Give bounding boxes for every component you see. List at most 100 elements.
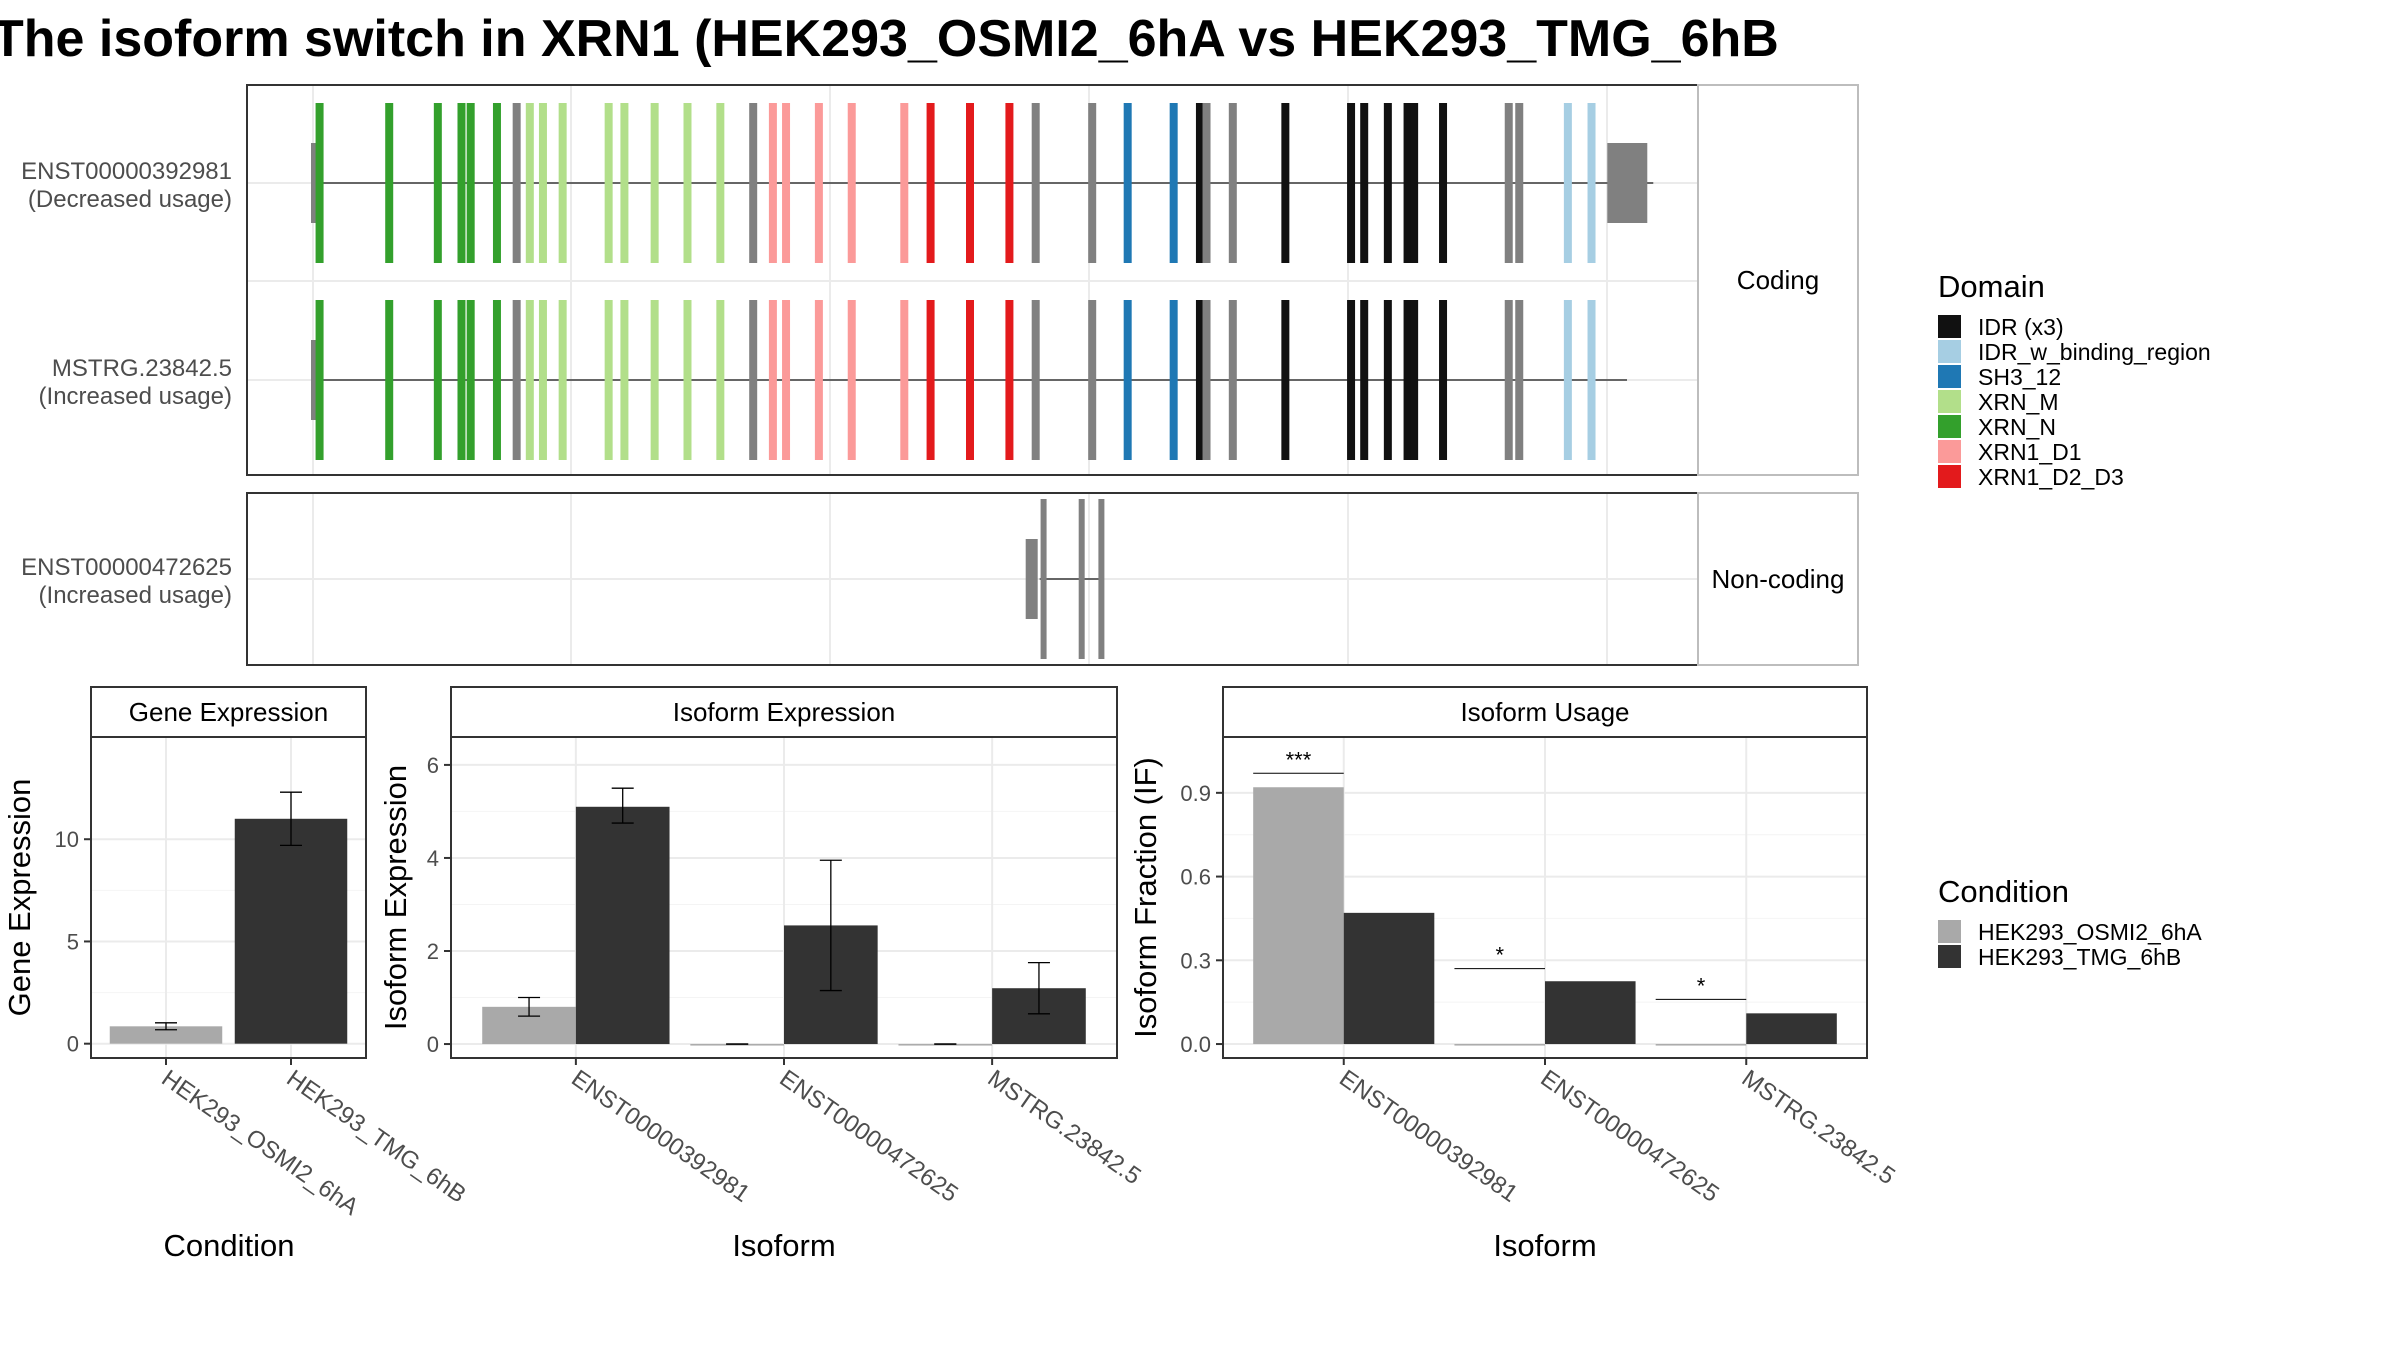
exon-block — [1403, 300, 1412, 460]
exon-block — [1123, 300, 1132, 460]
legend-title: Condition — [1938, 874, 2069, 909]
exon-block — [1347, 103, 1356, 263]
exon-block — [538, 300, 547, 460]
exon-block — [1228, 103, 1237, 263]
legend-item-label: SH3_12 — [1978, 364, 2061, 390]
x-tick-label: ENST00000472625 — [1536, 1065, 1724, 1208]
exon-block — [1123, 103, 1132, 263]
facet-strip — [1697, 492, 1859, 666]
exon-block — [683, 103, 692, 263]
exon-block — [1281, 103, 1290, 263]
exon-block — [512, 103, 521, 263]
utr-box — [1607, 143, 1648, 223]
exon-block — [1195, 103, 1204, 263]
x-axis-title: Isoform — [732, 1228, 835, 1263]
y-tick-label: 4 — [427, 846, 439, 871]
significance-label: *** — [1286, 747, 1312, 772]
y-axis-title: Isoform Fraction (IF) — [1128, 757, 1163, 1038]
exon-block — [512, 300, 521, 460]
legend-item-label: HEK293_OSMI2_6hA — [1978, 919, 2202, 945]
y-tick-label: 6 — [427, 753, 439, 778]
exon-block — [1088, 300, 1097, 460]
exon-block — [1228, 300, 1237, 460]
exon-block — [620, 300, 629, 460]
exon-block — [847, 103, 856, 263]
exon-block — [1202, 103, 1211, 263]
legend-item-label: IDR (x3) — [1978, 314, 2064, 340]
exon-block — [466, 103, 475, 263]
legend-swatch — [1938, 315, 1961, 338]
exon-block — [683, 300, 692, 460]
exon-block — [768, 103, 777, 263]
exon-block — [1202, 300, 1211, 460]
exon-block — [1515, 300, 1524, 460]
chart-title-strip — [1222, 686, 1868, 738]
x-axis-title: Condition — [164, 1228, 295, 1263]
exon-block — [1031, 103, 1040, 263]
bar — [1454, 1044, 1545, 1046]
y-tick-label: 2 — [427, 939, 439, 964]
exon-block — [749, 300, 758, 460]
facet-label: Non-coding — [1712, 564, 1845, 594]
legend-swatch — [1938, 340, 1961, 363]
exon-block — [1410, 300, 1419, 460]
figure-title: The isoform switch in XRN1 (HEK293_OSMI2… — [0, 10, 1779, 68]
exon-block — [926, 103, 935, 263]
isoform-id-label: ENST00000392981 — [21, 158, 232, 185]
utr-box — [1025, 539, 1038, 619]
exon-block — [1281, 300, 1290, 460]
bar-chart-panel: *****Isoform Usage0.00.30.60.9ENST000003… — [1128, 686, 1900, 1263]
exon-block — [1005, 300, 1014, 460]
legend-item-label: IDR_w_binding_region — [1978, 339, 2211, 365]
y-tick-label: 0.9 — [1180, 781, 1211, 806]
bar — [1545, 981, 1636, 1045]
exon-block — [926, 300, 935, 460]
exon-block — [1587, 300, 1596, 460]
exon-block — [385, 300, 394, 460]
x-tick-label: HEK293_OSMI2_6hA — [157, 1065, 364, 1221]
exon-block — [1504, 300, 1513, 460]
y-tick-label: 0.3 — [1180, 948, 1211, 973]
isoform-usage-label: (Increased usage) — [39, 383, 232, 410]
chart-title-strip — [90, 686, 367, 738]
exon-block — [1515, 103, 1524, 263]
bar — [1253, 787, 1344, 1045]
exon-block — [604, 300, 613, 460]
exon-block — [1403, 103, 1412, 263]
exon-block — [716, 300, 725, 460]
legend-item-label: HEK293_TMG_6hB — [1978, 944, 2181, 970]
legend-item-label: XRN_N — [1978, 414, 2056, 440]
exon-block — [1195, 300, 1204, 460]
bar — [1343, 912, 1435, 1045]
y-tick-label: 0.6 — [1180, 865, 1211, 890]
exon-block — [782, 300, 791, 460]
exon-block — [1563, 103, 1572, 263]
exon-block — [433, 300, 442, 460]
bar — [234, 818, 348, 1044]
legend-swatch — [1938, 465, 1961, 488]
exon-block — [1031, 300, 1040, 460]
x-axis-title: Isoform — [1493, 1228, 1596, 1263]
legend-swatch — [1938, 920, 1961, 943]
legends: Domain IDR (x3)IDR_w_binding_regionSH3_12… — [1938, 269, 2211, 970]
y-axis-title: Gene Expression — [2, 779, 37, 1017]
exon-block — [847, 300, 856, 460]
legend-item-label: XRN1_D2_D3 — [1978, 464, 2124, 490]
exon-block — [1169, 103, 1178, 263]
exon-block — [620, 103, 629, 263]
x-tick-label: ENST00000472625 — [775, 1065, 963, 1208]
x-tick-label: MSTRG.23842.5 — [1737, 1065, 1900, 1190]
exon-block — [814, 103, 823, 263]
y-tick-label: 0.0 — [1180, 1032, 1211, 1057]
exon-block — [749, 103, 758, 263]
exon-block — [1587, 103, 1596, 263]
exon-block — [558, 300, 567, 460]
exon-block — [1360, 103, 1369, 263]
chart-title-strip — [450, 686, 1118, 738]
expression-bar-charts: Gene Expression0510HEK293_OSMI2_6hAHEK29… — [2, 686, 1900, 1263]
chart-title: Gene Expression — [129, 697, 328, 727]
exon-block — [1504, 103, 1513, 263]
legend-title: Domain — [1938, 269, 2045, 304]
facet-strip — [1697, 84, 1859, 476]
exon-block — [716, 103, 725, 263]
